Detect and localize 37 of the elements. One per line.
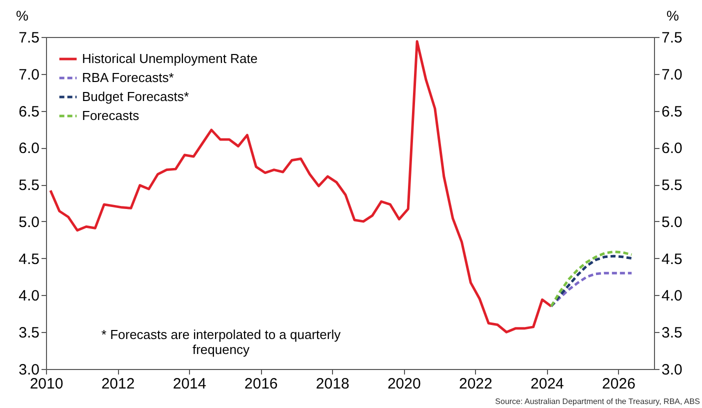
annotation: * Forecasts are interpolated to a quarterly frequency <box>101 327 342 357</box>
y2-tick-label: 6.0 <box>662 140 682 158</box>
y-tick-label: 6.0 <box>18 140 40 158</box>
x-tick-label: 2020 <box>387 376 421 392</box>
y2-tick-label: 3.0 <box>662 362 682 378</box>
y2-tick-label: 5.0 <box>662 214 682 231</box>
legend-label: Forecasts <box>82 108 140 123</box>
y-tick-label: 5.0 <box>18 214 40 231</box>
y2-tick-label: 7.5 <box>662 30 682 46</box>
y2-tick-label: 7.0 <box>662 66 682 84</box>
y-tick-label: 7.5 <box>18 30 40 46</box>
source-note: Source: Australian Department of the Treasury, RBA, ABS <box>495 397 700 406</box>
legend-label: RBA Forecasts* <box>82 70 174 85</box>
y2-tick-label: 4.0 <box>662 288 682 305</box>
x-tick-label: 2016 <box>244 376 278 392</box>
x-tick-label: 2024 <box>530 376 564 392</box>
y-axis-title: % <box>16 8 28 24</box>
x-tick-label: 2012 <box>101 376 135 392</box>
y-tick-label: 4.5 <box>18 250 40 268</box>
y2-tick-label: 5.5 <box>662 177 682 194</box>
x-tick-label: 2022 <box>458 376 492 392</box>
x-tick-label: 2018 <box>316 376 350 392</box>
y2-tick-label: 4.5 <box>662 250 682 268</box>
legend-label: Budget Forecasts* <box>82 89 189 104</box>
y-tick-label: 5.5 <box>18 177 40 194</box>
y2-tick-label: 3.5 <box>662 324 682 342</box>
y-tick-label: 4.0 <box>18 288 40 305</box>
x-tick-label: 2014 <box>172 376 206 392</box>
y-tick-label: 3.0 <box>18 362 40 378</box>
y2-axis-title: % <box>666 8 679 24</box>
y2-tick-label: 6.5 <box>662 103 682 120</box>
y-tick-label: 3.5 <box>18 324 40 342</box>
y-tick-label: 6.5 <box>18 103 40 120</box>
y-tick-label: 7.0 <box>18 66 40 84</box>
x-tick-label: 2010 <box>30 376 64 392</box>
legend-label: Historical Unemployment Rate <box>82 51 258 66</box>
x-tick-label: 2026 <box>602 376 636 392</box>
